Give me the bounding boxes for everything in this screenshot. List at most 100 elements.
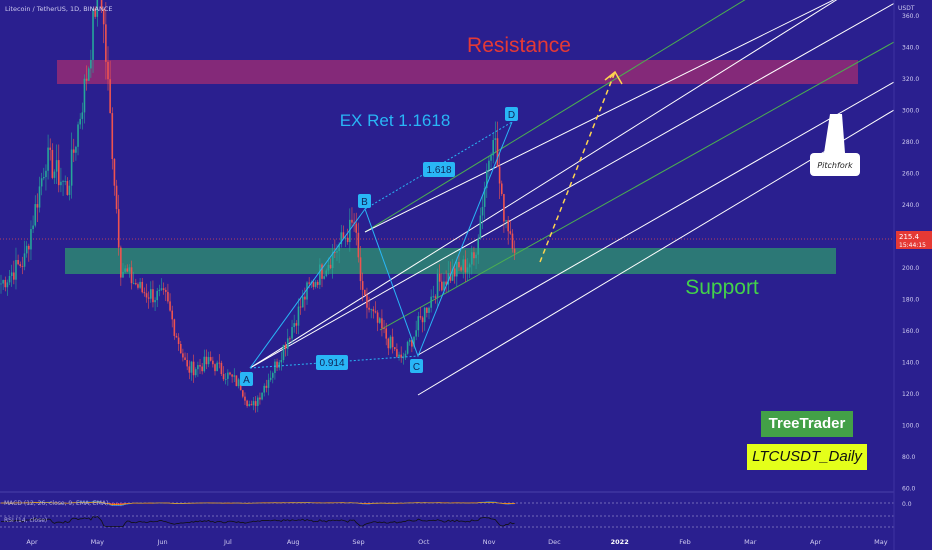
- candle-body: [92, 8, 94, 60]
- candle-body: [511, 233, 514, 249]
- candle-body: [222, 373, 225, 380]
- candle-body: [252, 401, 255, 406]
- candle-body: [4, 279, 7, 288]
- candle-body: [483, 188, 486, 207]
- candle-body: [145, 293, 148, 298]
- candle-body: [197, 365, 199, 370]
- candle-body: [8, 275, 11, 283]
- candle-body: [378, 318, 381, 323]
- candle-body: [10, 272, 13, 276]
- support-label: Support: [685, 276, 759, 299]
- candle-body: [132, 283, 135, 284]
- candle-body: [475, 254, 477, 259]
- y-tick-13: 100.0: [902, 423, 919, 430]
- y-tick-11: 140.0: [902, 360, 919, 367]
- candle-body: [267, 379, 270, 388]
- candle-body: [411, 339, 413, 347]
- candle-body: [449, 273, 452, 281]
- x-tick-11: Mar: [744, 538, 757, 546]
- candle-body: [38, 186, 41, 208]
- pitchfork-lower-outer: [417, 81, 894, 356]
- candle-body: [143, 292, 146, 294]
- candle-body: [468, 264, 471, 268]
- candle-body: [152, 289, 154, 303]
- candle-body: [171, 310, 173, 320]
- candle-body: [209, 357, 212, 361]
- candle-body: [139, 281, 141, 288]
- time-axis[interactable]: Apr May Jun Jul Aug Sep Oct Nov Dec 2022 Feb Mar Apr…: [26, 538, 887, 546]
- candle-body: [212, 360, 214, 365]
- candle-body: [441, 281, 443, 291]
- candle-body: [289, 338, 291, 340]
- candle-body: [207, 357, 210, 365]
- candle-body: [124, 268, 126, 272]
- svg-text:215.4: 215.4: [899, 233, 920, 241]
- candle-body: [312, 282, 315, 287]
- candle-body: [316, 281, 319, 285]
- candle-body: [79, 118, 81, 125]
- ex-ret-label: EX Ret 1.1618: [340, 111, 451, 130]
- point-label-a: A: [240, 372, 253, 386]
- candle-body: [334, 251, 336, 253]
- x-tick-13: May: [874, 538, 888, 546]
- last-price-badge: 215.4 15:44:15: [896, 231, 932, 249]
- candle-body: [329, 264, 332, 269]
- candle-body: [269, 377, 272, 380]
- candle-body: [404, 353, 407, 358]
- candle-body: [175, 335, 178, 338]
- y-tick-9: 180.0: [902, 297, 919, 304]
- candle-body: [366, 295, 368, 308]
- price-axis[interactable]: 360.0340.0320.0300.0280.0260.0240.0220.0…: [902, 13, 919, 492]
- candle-body: [389, 336, 392, 349]
- candle-body: [443, 281, 445, 291]
- candle-body: [481, 206, 484, 216]
- candle-body: [188, 366, 191, 373]
- candle-body: [357, 232, 360, 258]
- candle-body: [383, 328, 385, 329]
- candle-body: [490, 155, 492, 161]
- pair-label: LTCUSDT_Daily: [752, 448, 862, 465]
- candle-body: [60, 181, 62, 186]
- y-tick-1: 340.0: [902, 45, 919, 52]
- candle-body: [513, 248, 516, 253]
- candle-body: [182, 353, 184, 358]
- candle-body: [398, 354, 400, 357]
- candle-body: [2, 279, 4, 284]
- symbol-title: Litecoin / TetherUS, 1D, BINANCE: [5, 5, 112, 13]
- candle-body: [473, 252, 475, 259]
- axis-unit: USDT: [898, 5, 915, 12]
- point-label-b: B: [358, 194, 371, 208]
- macd-pane: [0, 501, 516, 507]
- y-tick-15: 60.0: [902, 486, 916, 493]
- candle-body: [494, 138, 497, 140]
- ratio-label-bd: 1.618: [423, 162, 455, 177]
- candle-body: [342, 232, 345, 239]
- point-label-c: C: [410, 359, 423, 373]
- pitchfork-upper-mid: [364, 0, 746, 233]
- candle-body: [331, 251, 334, 269]
- candle-body: [400, 354, 402, 358]
- candle-body: [68, 185, 71, 195]
- candle-body: [100, 0, 103, 10]
- pitchfork-median: [249, 2, 894, 369]
- resistance-zone: [57, 60, 858, 84]
- candle-body: [423, 307, 426, 323]
- candle-body: [102, 9, 105, 25]
- candle-body: [351, 219, 353, 223]
- x-tick-12: Apr: [810, 538, 822, 546]
- candle-body: [291, 327, 293, 339]
- candle-body: [453, 268, 456, 277]
- y-tick-12: 120.0: [902, 391, 919, 398]
- candle-body: [113, 159, 116, 186]
- candle-body: [274, 361, 276, 373]
- candle-body: [325, 270, 328, 277]
- candle-body: [94, 8, 96, 17]
- candle-body: [327, 264, 330, 271]
- candle-body: [338, 244, 340, 252]
- y-tick-8: 200.0: [902, 265, 919, 272]
- candle-body: [359, 257, 362, 282]
- candle-body: [227, 372, 229, 379]
- candle-body: [503, 194, 505, 222]
